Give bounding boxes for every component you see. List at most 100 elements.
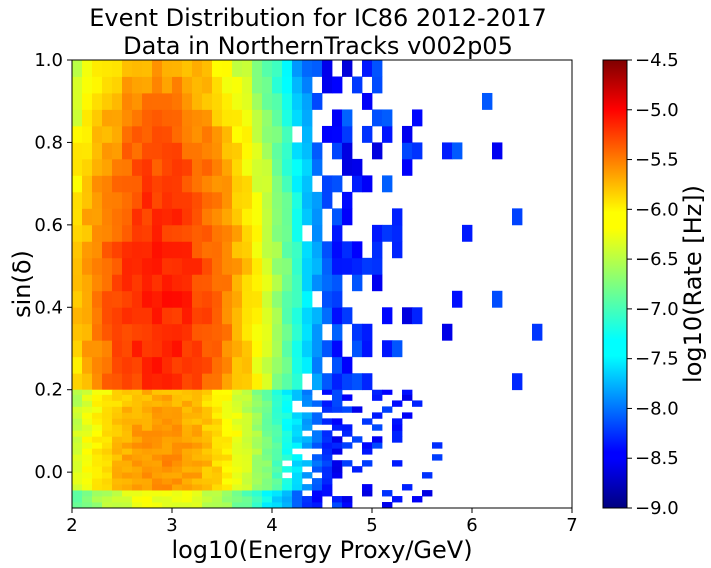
heatmap-cell <box>362 484 373 491</box>
heatmap-cell <box>82 448 93 455</box>
heatmap-cell <box>102 460 113 467</box>
heatmap-cell <box>312 191 323 209</box>
heatmap-cell <box>112 76 123 94</box>
heatmap-cell <box>82 400 93 407</box>
heatmap-cell <box>222 191 233 209</box>
heatmap-cell <box>212 340 223 358</box>
heatmap-cell <box>122 436 133 443</box>
heatmap-cell <box>212 478 223 485</box>
heatmap-cell <box>212 290 223 308</box>
heatmap-cell <box>222 389 233 395</box>
heatmap-cell <box>92 424 103 431</box>
heatmap-cell <box>282 290 293 308</box>
heatmap-cell <box>162 142 173 160</box>
heatmap-cell <box>112 406 123 413</box>
heatmap-cell <box>142 436 153 443</box>
heatmap-cell <box>292 502 303 509</box>
colorbar-tick-label: −4.5 <box>635 50 679 71</box>
heatmap-cell <box>332 307 343 325</box>
heatmap-cell <box>292 92 303 110</box>
heatmap-cell <box>202 436 213 443</box>
heatmap-cell <box>142 257 153 275</box>
heatmap-cell <box>222 466 233 473</box>
heatmap-cell <box>322 257 333 275</box>
heatmap-cell <box>132 340 143 358</box>
heatmap-cell <box>92 418 103 425</box>
x-tick-label: 4 <box>266 515 277 536</box>
heatmap-cell <box>272 394 283 401</box>
heatmap-cell <box>102 92 113 110</box>
heatmap-cell <box>112 142 123 160</box>
heatmap-cell <box>152 502 163 509</box>
heatmap-cell <box>122 142 133 160</box>
heatmap-cell <box>102 191 113 209</box>
heatmap-cell <box>142 460 153 467</box>
heatmap-cell <box>142 158 153 176</box>
heatmap-cell <box>162 323 173 341</box>
heatmap-cell <box>102 424 113 431</box>
heatmap-cell <box>102 175 113 193</box>
heatmap-cell <box>102 400 113 407</box>
heatmap-cell <box>72 448 83 455</box>
y-tick-label: 0.8 <box>34 132 63 153</box>
heatmap-cell <box>172 442 183 449</box>
heatmap-cell <box>292 274 303 292</box>
heatmap-cell <box>102 356 113 374</box>
heatmap-cell <box>192 356 203 374</box>
heatmap-cell <box>222 424 233 431</box>
heatmap-cell <box>172 125 183 143</box>
heatmap-cell <box>342 241 353 259</box>
heatmap-cell <box>372 424 383 431</box>
heatmap-cell <box>92 412 103 419</box>
heatmap-cell <box>102 208 113 226</box>
heatmap-cell <box>152 430 163 437</box>
heatmap-cell <box>122 460 133 467</box>
heatmap-cell <box>282 76 293 94</box>
heatmap-cell <box>272 323 283 341</box>
heatmap-cell <box>362 418 373 425</box>
heatmap-cell <box>72 373 83 391</box>
heatmap-cell <box>132 394 143 401</box>
heatmap-cell <box>312 60 323 77</box>
heatmap-cell <box>112 191 123 209</box>
heatmap-cell <box>212 389 223 395</box>
heatmap-cell <box>122 400 133 407</box>
heatmap-cell <box>342 257 353 275</box>
heatmap-cell <box>242 356 253 374</box>
heatmap-cell <box>312 274 323 292</box>
heatmap-cell <box>232 109 243 127</box>
heatmap-cell <box>162 60 173 77</box>
heatmap-cell <box>262 109 273 127</box>
heatmap-cell <box>222 175 233 193</box>
heatmap-cell <box>322 466 333 473</box>
heatmap-cell <box>232 356 243 374</box>
heatmap-cell <box>202 142 213 160</box>
heatmap-cell <box>342 191 353 209</box>
heatmap-cell <box>382 502 393 509</box>
heatmap-cell <box>262 125 273 143</box>
heatmap-cell <box>202 490 213 497</box>
heatmap-cell <box>102 224 113 242</box>
heatmap-cell <box>162 175 173 193</box>
heatmap-cell <box>272 430 283 437</box>
heatmap-cell <box>242 241 253 259</box>
heatmap-cell <box>302 502 313 509</box>
heatmap-cell <box>272 60 283 77</box>
heatmap-cell <box>92 257 103 275</box>
heatmap-cell <box>122 448 133 455</box>
heatmap-cell <box>192 436 203 443</box>
heatmap-cell <box>172 373 183 391</box>
heatmap-cell <box>122 389 133 395</box>
heatmap-cell <box>342 442 353 449</box>
heatmap-cell <box>332 340 343 358</box>
heatmap-cell <box>102 478 113 485</box>
heatmap-cell <box>252 60 263 77</box>
colorbar-tick-label: −7.0 <box>635 299 679 320</box>
heatmap-cell <box>162 436 173 443</box>
heatmap-cell <box>232 496 243 503</box>
heatmap-cell <box>252 412 263 419</box>
heatmap-cell <box>192 224 203 242</box>
heatmap-cell <box>102 142 113 160</box>
colorbar-ticks: −9.0 −8.5 −8.0 −7.5 −7.0 −6.5 −6.0 −5.5 −5.0 −4.5 <box>627 50 679 519</box>
heatmap-cell <box>112 92 123 110</box>
